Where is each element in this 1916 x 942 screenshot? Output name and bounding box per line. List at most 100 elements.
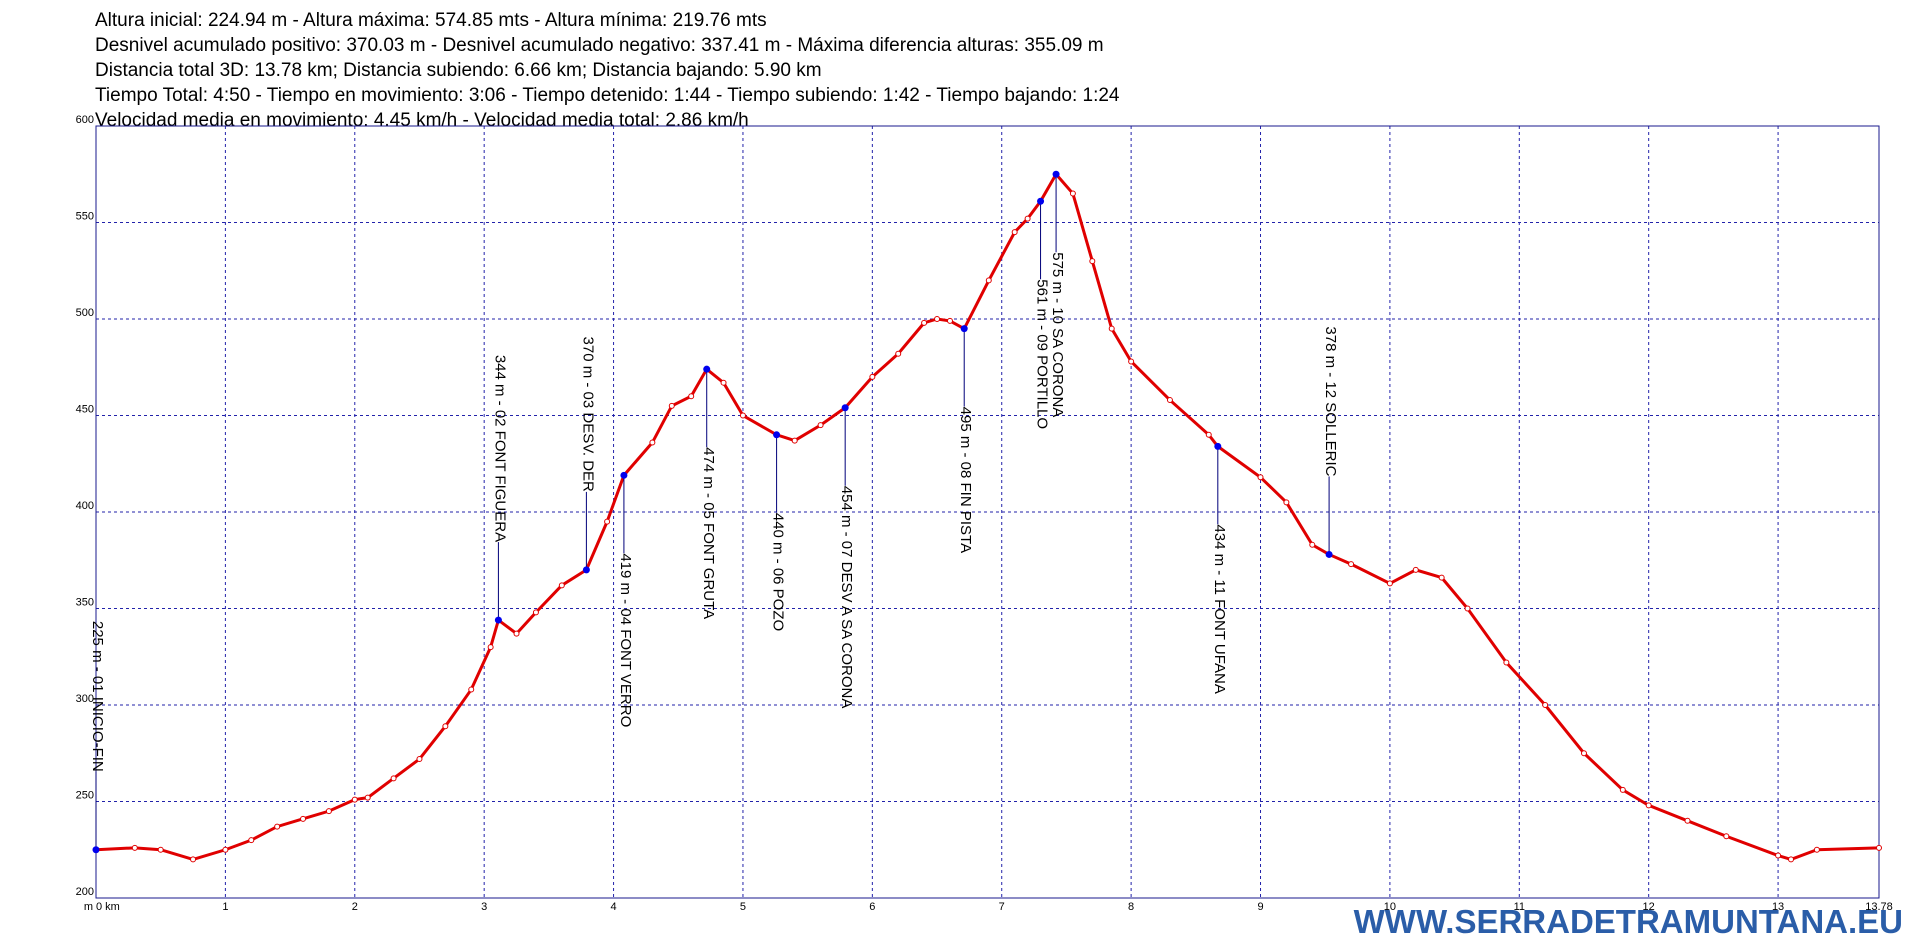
watermark: WWW.SERRADETRAMUNTANA.EU <box>1354 903 1903 940</box>
x-tick-label: 13.78 <box>1865 901 1893 913</box>
waypoint-marker <box>582 566 590 574</box>
x-tick-label: 3 <box>481 901 487 913</box>
waypoint-marker <box>494 616 502 624</box>
waypoint-marker <box>1214 442 1222 450</box>
plot-frame <box>95 125 1880 899</box>
header-line: Altura inicial: 224.94 m - Altura máxima… <box>95 10 767 31</box>
x-tick-label: 12 <box>1643 901 1655 913</box>
elevation-point <box>1542 702 1549 708</box>
elevation-point <box>1788 856 1795 863</box>
elevation-point <box>921 319 928 326</box>
elevation-point <box>1684 817 1691 824</box>
elevation-point <box>1128 358 1135 365</box>
x-tick-label: 7 <box>999 901 1005 913</box>
elevation-point <box>1024 215 1031 222</box>
waypoint-label: 474 m - 05 FONT GRUTA <box>700 447 717 619</box>
waypoint-label: 225 m - 01 INICIO-FIN <box>89 621 106 772</box>
elevation-point <box>1619 786 1626 793</box>
x-tick-label: 5 <box>740 901 746 913</box>
y-tick-label: 350 <box>76 597 94 609</box>
elevation-point <box>532 609 539 616</box>
waypoint-marker <box>1052 170 1060 178</box>
x-tick-label: 4 <box>610 901 616 913</box>
elevation-point <box>1011 229 1018 236</box>
waypoint-label: 561 m - 09 PORTILLO <box>1034 279 1051 429</box>
elevation-point <box>131 844 138 851</box>
elevation-point <box>604 518 611 525</box>
elevation-point <box>1205 431 1212 438</box>
waypoint-marker <box>1037 197 1045 205</box>
waypoint-label: 575 m - 10 SA CORONA <box>1049 252 1066 417</box>
y-tick-label: 200 <box>76 886 94 898</box>
waypoint-label: 370 m - 03 DESV. DER <box>579 337 596 493</box>
x-tick-label: 2 <box>352 901 358 913</box>
elevation-point <box>1645 802 1652 809</box>
x-tick-label: 0 km <box>96 901 120 913</box>
waypoint-marker <box>841 404 849 412</box>
elevation-point <box>1775 852 1782 859</box>
y-tick-label: 550 <box>76 211 94 223</box>
elevation-point <box>817 422 824 429</box>
header-line: Desnivel acumulado positivo: 370.03 m - … <box>95 35 1104 56</box>
elevation-point <box>300 815 307 822</box>
elevation-point <box>869 373 876 380</box>
waypoint-marker <box>773 431 781 439</box>
elevation-point <box>649 439 656 446</box>
elevation-point <box>416 756 423 763</box>
x-tick-label: 9 <box>1257 901 1263 913</box>
elevation-point <box>946 317 953 324</box>
x-tick-label: 6 <box>869 901 875 913</box>
waypoint-label: 434 m - 11 FONT UFANA <box>1211 524 1228 694</box>
elevation-point <box>934 316 941 322</box>
waypoint-marker <box>92 846 100 854</box>
elevation-point <box>1412 566 1419 573</box>
elevation-point <box>1438 574 1445 581</box>
elevation-point <box>1580 750 1587 757</box>
elevation-point <box>325 808 332 815</box>
elevation-point <box>720 379 727 386</box>
waypoint-label: 440 m - 06 POZO <box>770 513 787 631</box>
x-tick-label: 13 <box>1772 901 1784 913</box>
elevation-point <box>157 846 164 853</box>
y-tick-label: 500 <box>76 307 94 319</box>
elevation-point <box>248 837 255 844</box>
elevation-point <box>274 823 281 830</box>
y-tick-label: 400 <box>76 500 94 512</box>
elevation-point <box>1283 499 1290 506</box>
elevation-point <box>390 775 397 782</box>
elevation-point <box>487 644 494 651</box>
elevation-point <box>190 856 197 863</box>
elevation-point <box>985 277 992 284</box>
elevation-line <box>95 171 1880 861</box>
elevation-point <box>1069 190 1076 197</box>
elevation-point <box>1503 659 1510 666</box>
elevation-point <box>468 686 475 693</box>
waypoint-label: 344 m - 02 FONT FIGUERA <box>491 355 508 542</box>
elevation-point <box>668 402 675 409</box>
header-line: Tiempo Total: 4:50 - Tiempo en movimient… <box>95 85 1120 106</box>
header-line: Velocidad media en movimiento: 4.45 km/h… <box>95 110 749 131</box>
elevation-point <box>1089 258 1096 265</box>
y-tick-label: 450 <box>76 404 94 416</box>
elevation-point <box>1464 605 1471 612</box>
elevation-point <box>1723 833 1730 840</box>
elevation-point <box>513 630 520 637</box>
elevation-point <box>688 393 695 400</box>
waypoint-marker <box>620 471 628 479</box>
waypoint-label: 378 m - 12 SOLLERIC <box>1322 326 1339 476</box>
waypoint-label: 454 m - 07 DESV A SA CORONA <box>838 486 855 709</box>
elevation-point <box>364 794 371 801</box>
x-tick-label: 1 <box>222 901 228 913</box>
y-tick-label: 600 <box>76 114 94 126</box>
elevation-point <box>895 350 902 357</box>
elevation-point <box>351 796 358 803</box>
x-tick-label: 8 <box>1128 901 1134 913</box>
elevation-point <box>442 723 449 730</box>
elevation-point <box>1309 541 1316 548</box>
x-tick-label: 11 <box>1514 901 1525 913</box>
elevation-point <box>558 582 565 589</box>
elevation-point <box>1108 325 1115 332</box>
y-tick-label: 250 <box>76 790 94 802</box>
